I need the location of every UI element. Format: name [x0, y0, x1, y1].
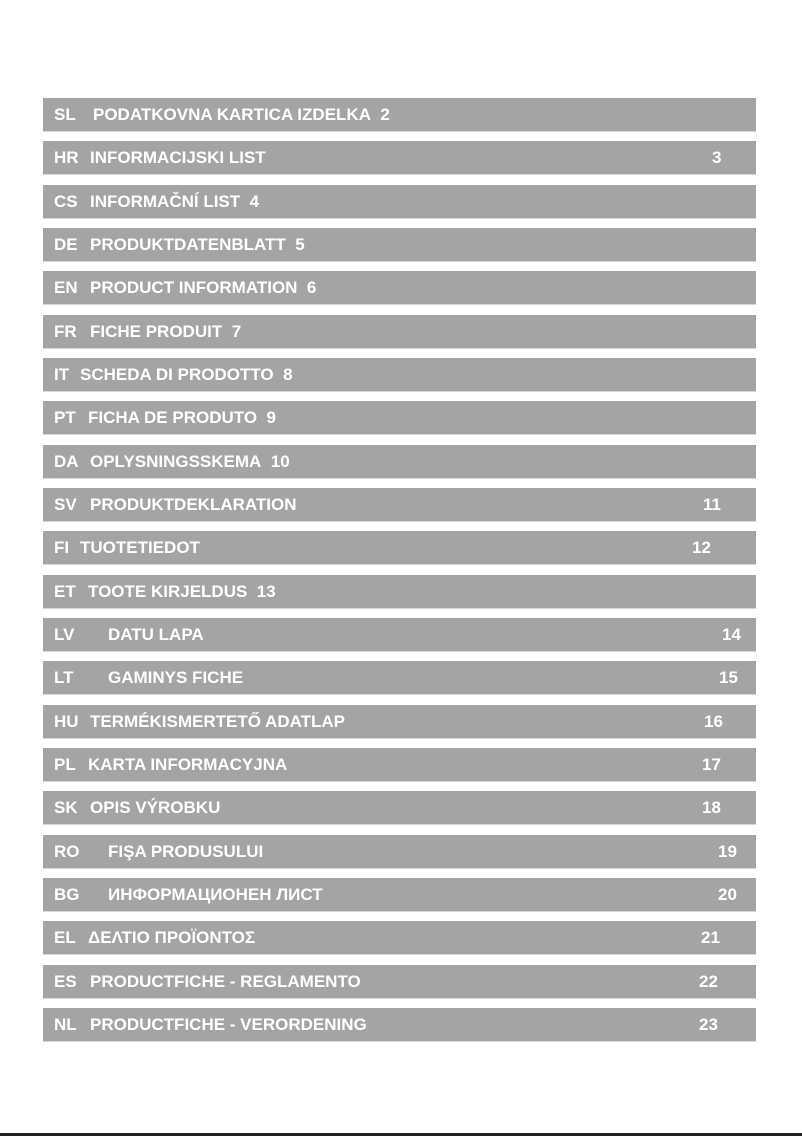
page-number: 15 — [719, 668, 738, 688]
language-code: FR — [54, 321, 77, 341]
language-code: HU — [54, 711, 79, 731]
language-code: FI — [54, 538, 70, 558]
language-code: LT — [54, 668, 74, 688]
section-title: GAMINYS FICHE — [108, 668, 244, 688]
section-title: FICHA DE PRODUTO 9 — [88, 408, 276, 428]
page-number: 13 — [256, 581, 276, 601]
section-title: INFORMAČNÍ LIST 4 — [90, 191, 260, 211]
language-code: LV — [54, 624, 75, 644]
toc-entry-el[interactable]: EL ΔΕΛΤΙΟ ΠΡΟΪΟΝΤΟΣ 21 — [43, 921, 756, 955]
toc-entry-es[interactable]: ES PRODUCTFICHE - REGLAMENTO 22 — [43, 964, 756, 998]
page-number: 6 — [306, 278, 317, 298]
section-title: PRODUCTFICHE - REGLAMENTO — [90, 971, 361, 991]
page-number: 21 — [701, 928, 720, 948]
page-number: 10 — [270, 451, 290, 471]
language-code: NL — [54, 1014, 77, 1034]
toc-entry-sv[interactable]: SV PRODUKTDEKLARATION 11 — [43, 487, 756, 521]
section-title: PRODUCTFICHE - VERORDENING — [90, 1014, 367, 1034]
language-code: SL — [54, 105, 76, 124]
toc-entry-fi[interactable]: FI TUOTETIEDOT 12 — [43, 531, 756, 565]
section-title: PRODUKTDATENBLATT 5 — [90, 234, 305, 254]
toc-entry-nl[interactable]: NL PRODUCTFICHE - VERORDENING 23 — [43, 1007, 756, 1041]
toc-entry-it[interactable]: IT SCHEDA DI PRODOTTO 8 — [43, 357, 756, 391]
page-number: 12 — [692, 538, 711, 558]
language-code: PL — [54, 754, 76, 774]
language-code: DA — [54, 451, 79, 471]
page-number: 8 — [283, 364, 293, 384]
language-code: BG — [54, 884, 80, 904]
language-code: PT — [54, 408, 76, 428]
page-number: 3 — [712, 148, 722, 168]
page-number: 14 — [722, 624, 741, 644]
language-code: DE — [54, 234, 78, 254]
language-code: CS — [54, 191, 78, 211]
language-code: RO — [54, 841, 80, 861]
toc-entry-hr[interactable]: HR INFORMACIJSKI LIST 3 — [43, 141, 756, 175]
toc-entry-pt[interactable]: PT FICHA DE PRODUTO 9 — [43, 401, 756, 435]
toc-entry-cs[interactable]: CS INFORMAČNÍ LIST 4 — [43, 184, 756, 218]
toc-entry-ro[interactable]: RO FIŞA PRODUSULUI 19 — [43, 834, 756, 868]
section-title: PRODUCT INFORMATION 6 — [90, 278, 317, 298]
section-title: FICHE PRODUIT 7 — [90, 321, 242, 341]
section-title: TERMÉKISMERTETŐ ADATLAP — [90, 711, 345, 731]
toc-entry-hu[interactable]: HU TERMÉKISMERTETŐ ADATLAP 16 — [43, 704, 756, 738]
page-number: 23 — [699, 1014, 718, 1034]
toc-entry-bg[interactable]: BG ИНФОРМАЦИОНЕН ЛИСТ 20 — [43, 877, 756, 911]
toc-entry-en[interactable]: EN PRODUCT INFORMATION 6 — [43, 271, 756, 305]
page-number: 16 — [704, 711, 723, 731]
section-title: OPLYSNINGSSKEMA 10 — [90, 451, 290, 471]
section-title: PODATKOVNA KARTICA IZDELKA 2 — [93, 105, 390, 124]
page-number: 5 — [295, 234, 305, 254]
section-title: OPIS VÝROBKU — [90, 798, 221, 818]
toc-entry-sk[interactable]: SK OPIS VÝROBKU 18 — [43, 791, 756, 825]
section-title: TUOTETIEDOT — [80, 538, 200, 558]
language-code: SV — [54, 494, 77, 514]
language-code: EL — [54, 928, 76, 948]
section-title: KARTA INFORMACYJNA — [88, 754, 288, 774]
page-number: 22 — [699, 971, 718, 991]
section-title: TOOTE KIRJELDUS 13 — [88, 581, 276, 601]
language-code: ES — [54, 971, 77, 991]
section-title: ΔΕΛΤΙΟ ΠΡΟΪΟΝΤΟΣ — [88, 928, 256, 948]
section-title: ИНФОРМАЦИОНЕН ЛИСТ — [108, 884, 323, 904]
page-number: 9 — [266, 408, 276, 428]
language-code: IT — [54, 364, 70, 384]
page-number: 2 — [380, 105, 390, 124]
page-number: 18 — [702, 798, 721, 818]
section-title: INFORMACIJSKI LIST — [90, 148, 266, 168]
page-number: 7 — [231, 321, 242, 341]
section-title: PRODUKTDEKLARATION — [90, 494, 297, 514]
section-title: DATU LAPA — [108, 624, 204, 644]
page-number: 17 — [702, 754, 721, 774]
toc-entry-sl[interactable]: SL PODATKOVNA KARTICA IZDELKA 2 — [43, 98, 756, 131]
toc-entry-lv[interactable]: LV DATU LAPA 14 — [43, 617, 756, 651]
page-bottom-border — [0, 1133, 802, 1136]
language-code: EN — [54, 278, 78, 298]
page-number: 4 — [249, 191, 260, 211]
language-code: SK — [54, 798, 78, 818]
page-number: 20 — [718, 884, 737, 904]
toc-entry-fr[interactable]: FR FICHE PRODUIT 7 — [43, 314, 756, 348]
toc-entry-et[interactable]: ET TOOTE KIRJELDUS 13 — [43, 574, 756, 608]
toc-entry-pl[interactable]: PL KARTA INFORMACYJNA 17 — [43, 747, 756, 781]
language-code: HR — [54, 148, 79, 168]
page-number: 11 — [703, 494, 721, 514]
toc-entry-de[interactable]: DE PRODUKTDATENBLATT 5 — [43, 227, 756, 261]
section-title: FIŞA PRODUSULUI — [108, 841, 264, 861]
section-title: SCHEDA DI PRODOTTO 8 — [80, 364, 293, 384]
toc-entry-lt[interactable]: LT GAMINYS FICHE 15 — [43, 661, 756, 695]
page-number: 19 — [718, 841, 737, 861]
toc-entry-da[interactable]: DA OPLYSNINGSSKEMA 10 — [43, 444, 756, 478]
language-code: ET — [54, 581, 76, 601]
